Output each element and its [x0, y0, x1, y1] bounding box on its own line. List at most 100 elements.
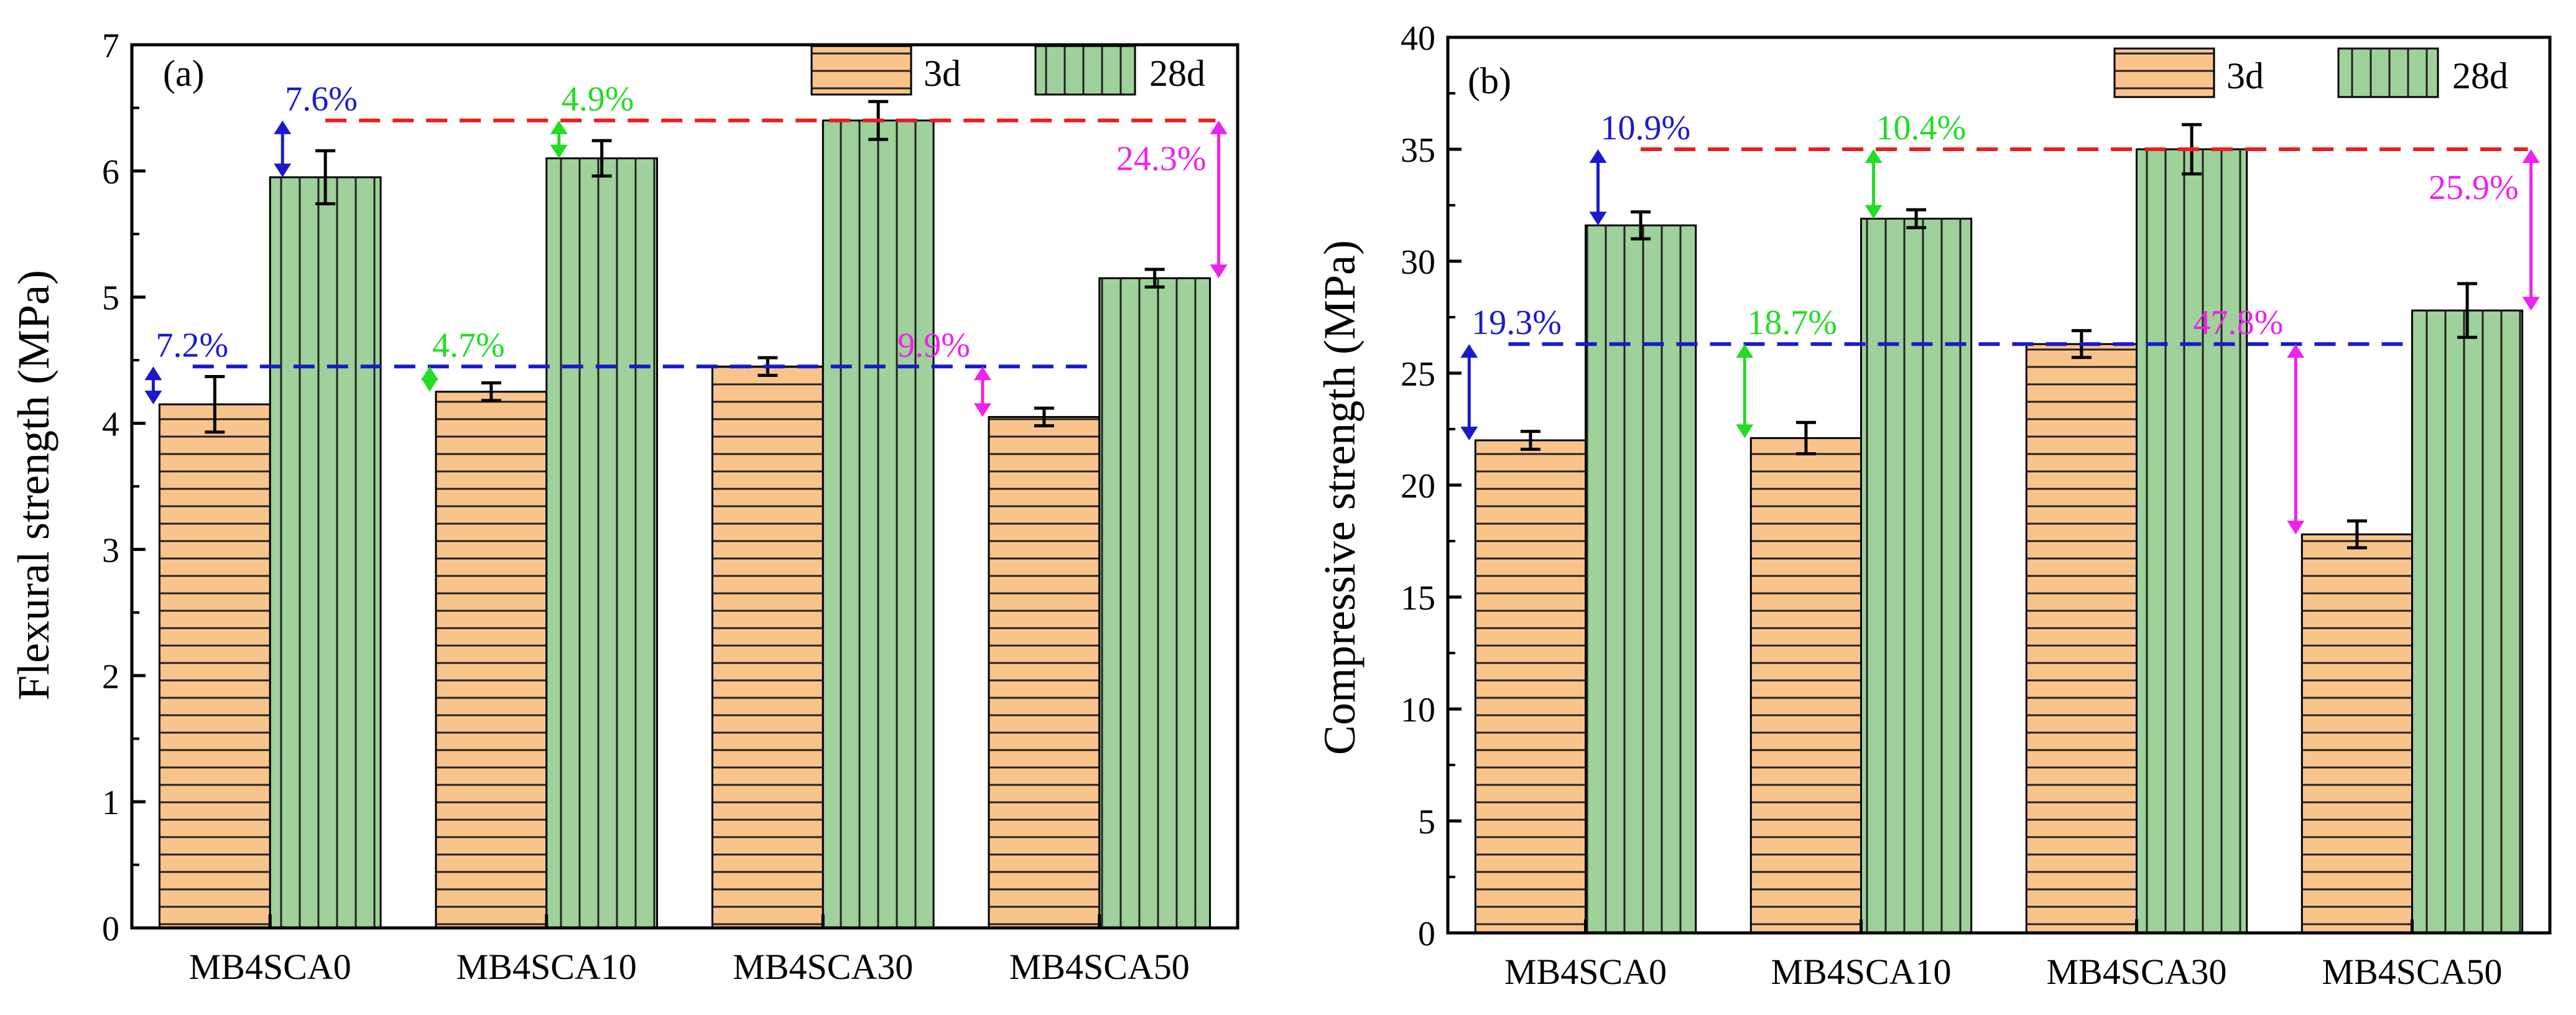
error-bar-28d-MB4SCA0 — [1631, 210, 1651, 241]
annotation-label: 10.4% — [1876, 109, 1967, 147]
annotation-arrow-head-up — [1736, 344, 1754, 358]
error-bar-3d-MB4SCA10 — [1795, 420, 1816, 456]
legend-swatch-3d — [2113, 47, 2215, 98]
annotation-arrow: 10.4% — [1865, 109, 1967, 219]
bar-28d-MB4SCA50 — [2411, 309, 2524, 934]
annotation-label: 19.3% — [1471, 304, 1562, 342]
y-tick-label: 7 — [102, 27, 119, 65]
y-axis-label: Compressive strength (MPa) — [1315, 240, 1364, 755]
annotation-label: 24.3% — [1116, 140, 1207, 178]
x-tick-label: MB4SCA50 — [1009, 947, 1190, 987]
bar-28d-MB4SCA10 — [545, 157, 659, 929]
annotation-arrow: 24.3% — [1116, 120, 1228, 279]
bar-3d-MB4SCA50 — [988, 415, 1101, 929]
y-axis: 0 1 2 3 4 5 6 7 — [102, 27, 146, 948]
annotation-arrow: 10.9% — [1589, 109, 1691, 226]
error-bar-28d-MB4SCA50 — [2457, 282, 2478, 339]
legend-swatch-3d — [810, 45, 912, 96]
annotation-arrow: 7.6% — [274, 80, 358, 177]
y-tick-label: 6 — [102, 153, 119, 192]
y-tick-label: 0 — [1418, 915, 1435, 953]
annotation-label: 25.9% — [2429, 169, 2519, 207]
y-tick-label: 15 — [1401, 579, 1435, 618]
legend-label-28d: 28d — [2452, 55, 2508, 96]
x-tick-label: MB4SCA10 — [1771, 952, 1951, 992]
x-tick-label: MB4SCA0 — [189, 947, 351, 987]
annotation-arrow-head-up — [274, 120, 292, 134]
bar-3d-MB4SCA10 — [1749, 437, 1863, 934]
y-tick-label: 40 — [1401, 19, 1435, 58]
x-axis: MB4SCA0 MB4SCA10 MB4SCA30 MB4SCA50 — [1504, 919, 2503, 992]
y-axis-label: Flexural strength (MPa) — [9, 270, 58, 700]
annotation-arrow-head-up — [144, 366, 162, 381]
bar-3d-MB4SCA0 — [1474, 439, 1587, 934]
annotation-arrow-head-down — [1865, 205, 1883, 219]
annotation-arrow-head-down — [1460, 427, 1478, 440]
annotation-label: 4.9% — [562, 80, 634, 119]
panel-label: (b) — [1468, 60, 1511, 101]
y-tick-label: 10 — [1401, 691, 1435, 730]
annotation-arrow-head-up — [973, 366, 991, 381]
annotation-arrow: 4.7% — [420, 326, 505, 392]
annotation-label: 4.7% — [432, 326, 505, 364]
annotation-arrow-head-up — [2287, 344, 2305, 358]
y-tick-label: 25 — [1401, 355, 1435, 394]
bar-3d-MB4SCA50 — [2300, 533, 2414, 934]
x-tick-label: MB4SCA30 — [2046, 952, 2226, 992]
annotation-arrow: 9.9% — [897, 326, 991, 417]
y-tick-label: 35 — [1401, 131, 1435, 170]
panel-b: (b) Compressive strength (MPa) 3d 28d 19… — [1315, 19, 2552, 992]
bars — [1474, 123, 2524, 934]
annotation-arrow-head-down — [1210, 264, 1228, 279]
annotation-label: 7.2% — [155, 326, 228, 364]
annotation-arrow-head-up — [1460, 344, 1478, 358]
annotation-arrow-head-up — [1865, 149, 1883, 163]
bar-3d-MB4SCA10 — [435, 391, 548, 929]
error-bar-3d-MB4SCA50 — [2347, 519, 2367, 550]
error-bar-28d-MB4SCA10 — [591, 139, 612, 178]
error-bar-3d-MB4SCA0 — [205, 375, 225, 434]
annotation-arrow-head-down — [274, 164, 292, 177]
annotation-arrow: 47.8% — [2194, 304, 2305, 535]
y-tick-label: 0 — [102, 910, 119, 948]
y-tick-label: 30 — [1401, 243, 1435, 282]
error-bar-3d-MB4SCA10 — [481, 381, 501, 402]
annotation-arrow-head-up — [2522, 149, 2540, 163]
annotation-arrow-head-up — [1589, 149, 1607, 163]
annotation-label: 18.7% — [1747, 304, 1837, 342]
y-tick-label: 20 — [1401, 467, 1435, 506]
bar-3d-MB4SCA30 — [2025, 343, 2138, 934]
annotation-arrow: 25.9% — [2429, 149, 2540, 311]
x-tick-label: MB4SCA0 — [1504, 952, 1667, 992]
annotation-arrow-head-up — [1210, 120, 1228, 134]
annotation-arrow: 18.7% — [1736, 304, 1837, 438]
bar-28d-MB4SCA30 — [2136, 148, 2248, 934]
y-axis: 0 5 10 15 20 25 30 35 40 — [1401, 19, 1462, 953]
annotation-label: 10.9% — [1601, 109, 1691, 147]
annotation-label: 7.6% — [285, 80, 358, 119]
bars — [158, 100, 1212, 929]
error-bar-28d-MB4SCA10 — [1906, 208, 1927, 229]
annotation-label: 47.8% — [2194, 304, 2284, 342]
legend-swatch-28d — [2337, 47, 2439, 98]
annotation-arrow-head-down — [973, 403, 991, 417]
annotation-arrow-head-down — [1736, 424, 1754, 438]
bar-28d-MB4SCA10 — [1860, 218, 1973, 934]
error-bar-28d-MB4SCA0 — [315, 149, 336, 206]
bar-3d-MB4SCA0 — [158, 403, 271, 929]
legend-label-3d: 3d — [924, 53, 961, 94]
error-bar-3d-MB4SCA50 — [1034, 406, 1054, 428]
bar-3d-MB4SCA30 — [711, 365, 824, 929]
x-tick-label: MB4SCA50 — [2322, 952, 2502, 992]
legend: 3d 28d — [2113, 47, 2508, 98]
y-tick-label: 3 — [102, 531, 119, 570]
annotation-arrow-head-up — [420, 366, 438, 381]
annotation-arrow: 19.3% — [1460, 304, 1562, 440]
bar-28d-MB4SCA0 — [269, 176, 382, 929]
error-bar-28d-MB4SCA50 — [1144, 267, 1165, 289]
bar-28d-MB4SCA30 — [822, 119, 935, 929]
annotation-arrow-head-down — [550, 144, 568, 159]
y-tick-label: 4 — [102, 406, 119, 444]
y-tick-label: 2 — [102, 657, 119, 696]
